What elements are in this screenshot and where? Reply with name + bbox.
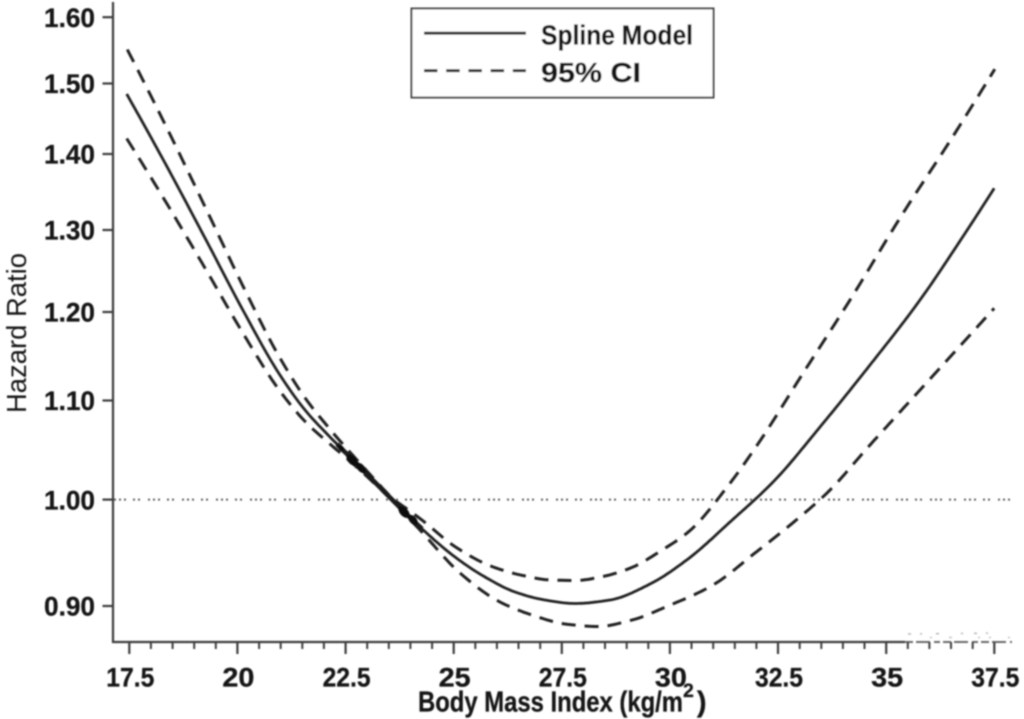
svg-text:Spline Model: Spline Model <box>541 20 693 51</box>
svg-text:1.10: 1.10 <box>44 385 95 416</box>
svg-text:0.90: 0.90 <box>44 591 95 622</box>
svg-text:32.5: 32.5 <box>755 662 803 693</box>
svg-text:1.20: 1.20 <box>44 297 95 328</box>
svg-text:1.00: 1.00 <box>44 484 95 515</box>
svg-text:35: 35 <box>871 662 903 693</box>
svg-text:37.5: 37.5 <box>971 662 1019 693</box>
svg-text:1.60: 1.60 <box>44 2 95 33</box>
svg-text:30: 30 <box>655 662 687 693</box>
svg-text:27.5: 27.5 <box>539 662 587 693</box>
svg-text:Hazard Ratio: Hazard Ratio <box>1 253 32 413</box>
svg-text:25: 25 <box>439 662 471 693</box>
svg-text:95% CI: 95% CI <box>541 57 641 88</box>
svg-text:20: 20 <box>222 662 254 693</box>
svg-text:22.5: 22.5 <box>323 662 371 693</box>
svg-text:17.5: 17.5 <box>106 662 154 693</box>
svg-text:Body Mass Index (kg/m2): Body Mass Index (kg/m2) <box>418 680 707 719</box>
svg-text:1.40: 1.40 <box>44 139 95 170</box>
svg-text:1.30: 1.30 <box>44 215 95 246</box>
svg-text:1.50: 1.50 <box>44 68 95 99</box>
